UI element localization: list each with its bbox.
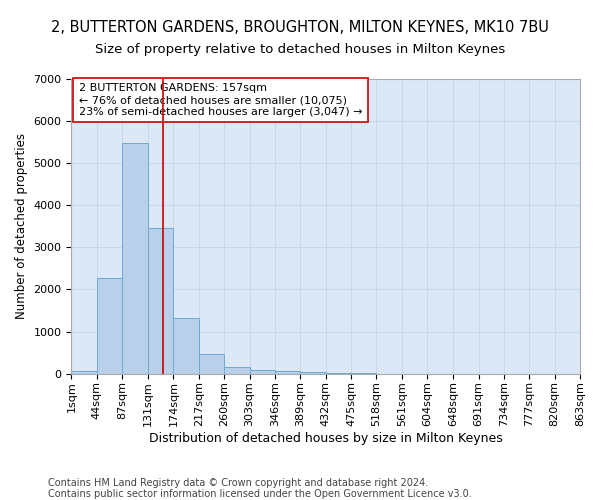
Text: Size of property relative to detached houses in Milton Keynes: Size of property relative to detached ho… (95, 42, 505, 56)
Y-axis label: Number of detached properties: Number of detached properties (15, 134, 28, 320)
Bar (148, 228, 173, 374)
Bar (199, 354, 224, 374)
Bar (173, 318, 199, 374)
Bar (301, 372, 326, 374)
Text: 2, BUTTERTON GARDENS, BROUGHTON, MILTON KEYNES, MK10 7BU: 2, BUTTERTON GARDENS, BROUGHTON, MILTON … (51, 20, 549, 35)
Bar (71, 370, 97, 374)
Bar (224, 368, 250, 374)
X-axis label: Distribution of detached houses by size in Milton Keynes: Distribution of detached houses by size … (149, 432, 503, 445)
Text: Contains HM Land Registry data © Crown copyright and database right 2024.: Contains HM Land Registry data © Crown c… (48, 478, 428, 488)
Text: Contains public sector information licensed under the Open Government Licence v3: Contains public sector information licen… (48, 489, 472, 499)
Bar (97, 278, 122, 374)
Text: 2 BUTTERTON GARDENS: 157sqm
← 76% of detached houses are smaller (10,075)
23% of: 2 BUTTERTON GARDENS: 157sqm ← 76% of det… (79, 84, 362, 116)
Bar (250, 370, 275, 374)
Bar (275, 371, 301, 374)
Bar (122, 143, 148, 374)
